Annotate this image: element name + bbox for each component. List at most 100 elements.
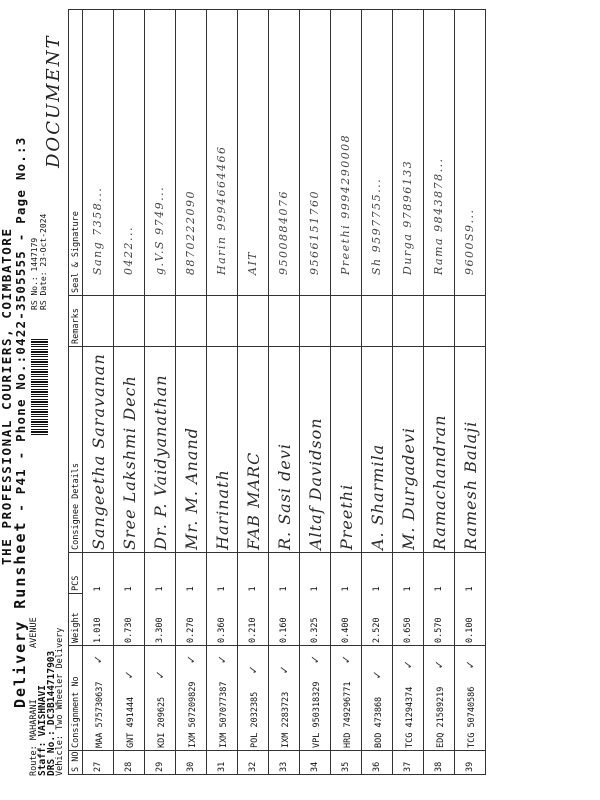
sno-cell: 33 xyxy=(268,750,300,775)
column-header: PCS xyxy=(68,552,83,594)
pcs-cell: 1 xyxy=(237,552,269,594)
signature-cell: Harin 9994664466 xyxy=(206,9,238,296)
pcs-cell: 1 xyxy=(113,552,145,594)
check-mark-icon: ✓ xyxy=(369,670,385,679)
remarks-cell xyxy=(237,295,269,347)
consignee-cell: FAB MARC xyxy=(237,346,269,553)
pcs-cell: 1 xyxy=(82,552,114,594)
table-row: 35 HRD 749296771 ✓ 0.400 1 Preethi Preethi 999… xyxy=(330,9,362,775)
consignee-cell: Harinath xyxy=(206,346,238,553)
signature-cell: Durga 97896133 xyxy=(392,9,424,296)
table-row: 37 TCG 41294374 ✓ 0.650 1 M. Durgadevi Durga 9… xyxy=(392,9,424,775)
remarks-cell xyxy=(113,295,145,347)
weight-cell: 0.100 xyxy=(454,593,486,646)
runsheet-subtitle: - P41 - Phone No.:0422-3505555 - Page No… xyxy=(13,136,28,512)
consignment-cell: MAA 575730637 ✓ xyxy=(82,645,114,751)
consignee-cell: A. Sharmila xyxy=(361,346,393,553)
weight-cell: 3.300 xyxy=(144,593,176,646)
check-mark-icon: ✓ xyxy=(462,660,478,669)
table-row: 33 IXM 2283723 ✓ 0.160 1 R. Sasi devi 95008840… xyxy=(268,9,300,775)
weight-cell: 0.325 xyxy=(299,593,331,646)
remarks-cell xyxy=(392,295,424,347)
pcs-cell: 1 xyxy=(423,552,455,594)
sno-cell: 36 xyxy=(361,750,393,775)
route-value-2: AVENUE xyxy=(29,617,39,649)
table-row: 39 TCG 50740586 ✓ 0.100 1 Ramesh Balaji 9600S9… xyxy=(454,9,486,775)
table-row: 34 VPL 950318329 ✓ 0.325 1 Altaf Davidson 9566… xyxy=(299,9,331,775)
sno-cell: 29 xyxy=(144,750,176,775)
table-row: 31 IXM 507077387 ✓ 0.360 1 Harinath Harin 9994… xyxy=(206,9,238,775)
check-mark-icon: ✓ xyxy=(400,660,416,669)
rs-info: RS No.: 1447179 RS Date: 23-Oct-2024 xyxy=(30,214,48,310)
consignee-cell: Mr. M. Anand xyxy=(175,346,207,553)
signature-cell: 9600S9... xyxy=(454,9,486,296)
consignment-cell: GNT 491444 ✓ xyxy=(113,645,145,751)
consignment-cell: HRD 749296771 ✓ xyxy=(330,645,362,751)
weight-cell: 0.160 xyxy=(268,593,300,646)
table-row: 36 BOD 473868 ✓ 2.520 1 A. Sharmila Sh 9597755… xyxy=(361,9,393,775)
column-header: Seal & Signature xyxy=(68,9,83,296)
signature-cell: g.V.S 9749... xyxy=(144,9,176,296)
pcs-cell: 1 xyxy=(392,552,424,594)
weight-cell: 0.650 xyxy=(392,593,424,646)
signature-cell: 8870222090 xyxy=(175,9,207,296)
barcode xyxy=(31,337,48,435)
consignment-number: TCG 41294374 xyxy=(404,686,415,748)
consignee-cell: M. Durgadevi xyxy=(392,346,424,553)
consignment-number: GNT 491444 xyxy=(125,696,136,748)
sno-cell: 28 xyxy=(113,750,145,775)
signature-cell: Rama 9843878... xyxy=(423,9,455,296)
handwritten-note: DOCUMENT xyxy=(43,34,64,168)
consignment-number: IXM 507077387 xyxy=(218,681,229,748)
consignment-number: BOD 473868 xyxy=(373,696,384,748)
consignment-cell: POL 2032385 ✓ xyxy=(237,645,269,751)
sno-cell: 30 xyxy=(175,750,207,775)
sno-cell: 37 xyxy=(392,750,424,775)
sno-cell: 34 xyxy=(299,750,331,775)
check-mark-icon: ✓ xyxy=(276,665,292,674)
consignment-cell: IXM 2283723 ✓ xyxy=(268,645,300,751)
vehicle-value: Two Wheeler Delivery xyxy=(55,627,66,730)
remarks-cell xyxy=(206,295,238,347)
table-row: 29 KDI 209625 ✓ 3.300 1 Dr. P. Vaidyanathan g.… xyxy=(144,9,176,775)
column-header: S NO xyxy=(68,750,83,775)
consignee-cell: R. Sasi devi xyxy=(268,346,300,553)
weight-cell: 2.520 xyxy=(361,593,393,646)
consignment-cell: TCG 41294374 ✓ xyxy=(392,645,424,751)
consignment-number: POL 2032385 xyxy=(249,691,260,748)
weight-cell: 0.730 xyxy=(113,593,145,646)
signature-cell: Sh 9597755... xyxy=(361,9,393,296)
signature-cell: 9500884076 xyxy=(268,9,300,296)
consignment-number: EDQ 21589219 xyxy=(435,686,446,748)
consignee-cell: Ramachandran xyxy=(423,346,455,553)
weight-cell: 0.270 xyxy=(175,593,207,646)
consignment-number: TCG 50740586 xyxy=(466,686,477,748)
remarks-cell xyxy=(330,295,362,347)
consignee-cell: Ramesh Balaji xyxy=(454,346,486,553)
weight-cell: 0.570 xyxy=(423,593,455,646)
check-mark-icon: ✓ xyxy=(338,655,354,664)
signature-cell: AIT xyxy=(237,9,269,296)
runsheet-title: Delivery Runsheet xyxy=(11,520,29,708)
runsheet-title-line: Delivery Runsheet - P41 - Phone No.:0422… xyxy=(11,136,29,708)
remarks-cell xyxy=(82,295,114,347)
check-mark-icon: ✓ xyxy=(90,655,106,664)
pcs-cell: 1 xyxy=(268,552,300,594)
pcs-cell: 1 xyxy=(175,552,207,594)
sno-cell: 39 xyxy=(454,750,486,775)
table-row: 28 GNT 491444 ✓ 0.730 1 Sree Lakshmi Dech 0422… xyxy=(113,9,145,775)
sno-cell: 27 xyxy=(82,750,114,775)
check-mark-icon: ✓ xyxy=(307,655,323,664)
delivery-table: S NO Consignment No Weight PCS Consignee… xyxy=(68,9,486,775)
table-row: 27 MAA 575730637 ✓ 1.010 1 Sangeetha Saravana… xyxy=(82,9,114,775)
consignment-cell: KDI 209625 ✓ xyxy=(144,645,176,751)
consignee-cell: Sangeetha Saravanan xyxy=(82,346,114,553)
consignee-cell: Preethi xyxy=(330,346,362,553)
consignment-cell: BOD 473868 ✓ xyxy=(361,645,393,751)
consignment-number: IXM 2283723 xyxy=(280,691,291,748)
consignee-cell: Altaf Davidson xyxy=(299,346,331,553)
column-header: Consignee Details xyxy=(68,346,83,553)
consignment-number: KDI 209625 xyxy=(156,696,167,748)
vehicle-label: Vehicle: xyxy=(55,735,66,776)
